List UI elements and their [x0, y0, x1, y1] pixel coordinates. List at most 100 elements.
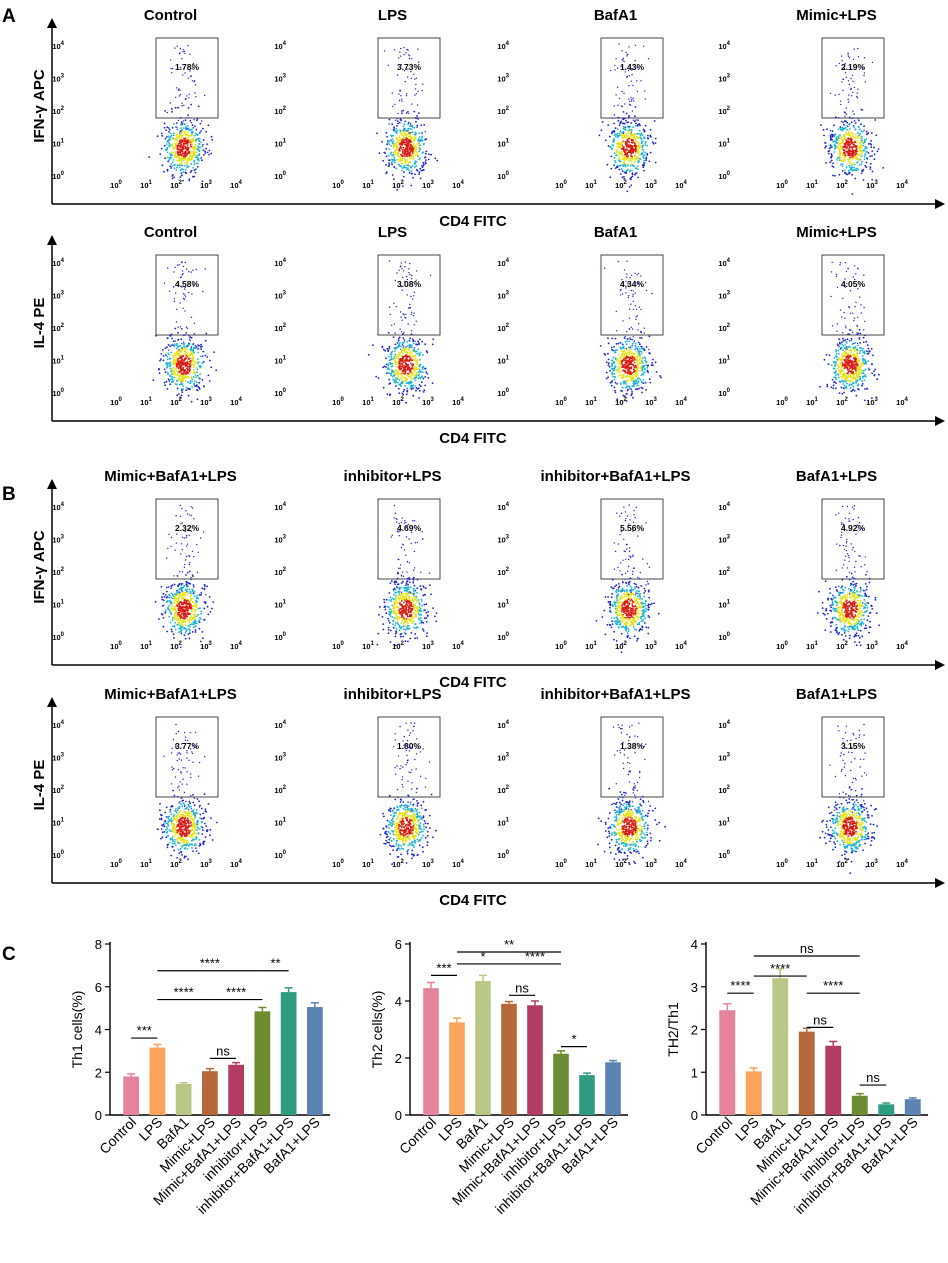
- gate-box: [821, 498, 885, 580]
- flow-x-tick: 100: [555, 641, 567, 651]
- flow-y-tick: 100: [274, 632, 286, 642]
- flow-x-tick: 101: [585, 859, 597, 869]
- bar-y-axis-label: Th1 cells(%): [69, 991, 85, 1069]
- flow-x-tick: 101: [362, 859, 374, 869]
- flow-x-tick: 102: [615, 397, 627, 407]
- flow-row: IL-4 PE CD4 FITC Control 104 103 102 101 100 100…: [31, 224, 945, 447]
- row-x-axis-arrow: [935, 416, 945, 426]
- flow-y-tick: 100: [718, 632, 730, 642]
- flow-y-tick: 101: [718, 139, 730, 149]
- flow-x-tick: 102: [170, 397, 182, 407]
- significance-label: ****: [226, 985, 246, 1000]
- bar: [449, 1022, 465, 1115]
- bar: [798, 1031, 815, 1115]
- significance-label: ****: [174, 985, 194, 1000]
- flow-y-tick: 103: [52, 753, 64, 763]
- flow-y-tick: 102: [274, 567, 286, 577]
- flow-x-tick: 100: [776, 641, 788, 651]
- flow-y-tick: 102: [718, 567, 730, 577]
- bar-y-tick-label: 0: [395, 1108, 402, 1123]
- flow-y-tick: 103: [274, 753, 286, 763]
- significance-label: **: [270, 956, 280, 971]
- bar-y-tick-label: 4: [691, 937, 698, 952]
- flow-y-tick: 102: [274, 785, 286, 795]
- flow-y-tick: 104: [52, 720, 64, 730]
- flow-x-tick: 101: [140, 641, 152, 651]
- flow-x-tick: 100: [776, 859, 788, 869]
- significance-label: ****: [525, 949, 545, 964]
- flow-x-tick: 101: [806, 859, 818, 869]
- gate-percentage: 1.38%: [620, 741, 645, 751]
- flow-y-tick: 101: [497, 139, 509, 149]
- flow-x-tick: 102: [170, 180, 182, 190]
- row-y-axis-label: IFN-γ APC: [31, 530, 48, 604]
- significance-label: ns: [866, 1070, 880, 1085]
- flow-x-tick: 104: [230, 641, 242, 651]
- bar-category-label: Control: [396, 1114, 439, 1157]
- flow-y-tick: 101: [497, 356, 509, 366]
- gate-box: [600, 498, 664, 580]
- bar-y-axis-label: Th2 cells(%): [369, 991, 385, 1069]
- event-dots: [152, 261, 218, 403]
- gate-percentage: 4.34%: [620, 279, 645, 289]
- flow-x-tick: 101: [806, 397, 818, 407]
- flow-y-tick: 100: [52, 850, 64, 860]
- flow-y-tick: 100: [52, 632, 64, 642]
- flow-x-tick: 100: [332, 180, 344, 190]
- flow-x-tick: 100: [110, 180, 122, 190]
- flow-plot-title: LPS: [378, 224, 407, 241]
- event-dots: [379, 722, 437, 866]
- flow-plot-title: BafA1+LPS: [796, 468, 877, 485]
- bar: [423, 988, 439, 1115]
- bar: [228, 1064, 244, 1115]
- flow-x-tick: 102: [392, 641, 404, 651]
- flow-x-tick: 103: [645, 641, 657, 651]
- flow-y-tick: 100: [274, 850, 286, 860]
- flow-plot: LPS 104 103 102 101 100 100 101 102 103 104 3.08%: [274, 224, 464, 407]
- flow-x-tick: 100: [110, 641, 122, 651]
- bar: [149, 1047, 166, 1115]
- event-dots: [598, 43, 657, 193]
- bar: [745, 1071, 762, 1115]
- flow-x-tick: 103: [866, 397, 878, 407]
- event-dots: [148, 45, 214, 183]
- bar-y-tick-label: 8: [95, 937, 102, 952]
- flow-plot: BafA1 104 103 102 101 100 100 101 102 103 104 4.34%: [497, 224, 687, 407]
- flow-y-tick: 103: [497, 291, 509, 301]
- flow-y-tick: 104: [718, 502, 730, 512]
- flow-x-tick: 101: [806, 641, 818, 651]
- flow-plot: Mimic+LPS 104 103 102 101 100 100 101 102 103 104 4…: [718, 224, 908, 407]
- row-y-axis-arrow: [47, 697, 57, 707]
- row-y-axis-arrow: [47, 235, 57, 245]
- flow-x-tick: 102: [392, 180, 404, 190]
- significance-label: *: [480, 949, 485, 964]
- row-x-axis-arrow: [935, 660, 945, 670]
- flow-x-tick: 102: [615, 180, 627, 190]
- flow-y-tick: 103: [718, 74, 730, 84]
- flow-x-tick: 100: [776, 180, 788, 190]
- flow-x-tick: 101: [140, 180, 152, 190]
- flow-plot: LPS 104 103 102 101 100 100 101 102 103 104 3.73%: [274, 7, 465, 191]
- flow-y-tick: 102: [52, 785, 64, 795]
- flow-plot: BafA1+LPS 104 103 102 101 100 100 101 102 103 104 4…: [718, 468, 908, 651]
- flow-row: IFN-γ APC CD4 FITC Control 104 103 102 101 100 1…: [31, 7, 945, 230]
- flow-y-tick: 101: [274, 818, 286, 828]
- bar-y-tick-label: 4: [395, 994, 402, 1009]
- flow-x-tick: 103: [645, 397, 657, 407]
- flow-y-tick: 103: [497, 74, 509, 84]
- flow-y-tick: 103: [497, 535, 509, 545]
- significance-label: ns: [800, 941, 814, 956]
- gate-box: [377, 254, 441, 336]
- bar: [254, 1011, 271, 1115]
- bar-y-tick-label: 6: [95, 980, 102, 995]
- gate-box: [600, 254, 664, 336]
- flow-y-tick: 102: [52, 567, 64, 577]
- gate-percentage: 1.80%: [397, 741, 422, 751]
- flow-x-tick: 103: [866, 859, 878, 869]
- panel-label-b: B: [2, 484, 16, 505]
- event-dots: [376, 504, 438, 647]
- flow-x-tick: 103: [422, 180, 434, 190]
- flow-y-tick: 103: [52, 74, 64, 84]
- flow-plot-title: BafA1+LPS: [796, 686, 877, 703]
